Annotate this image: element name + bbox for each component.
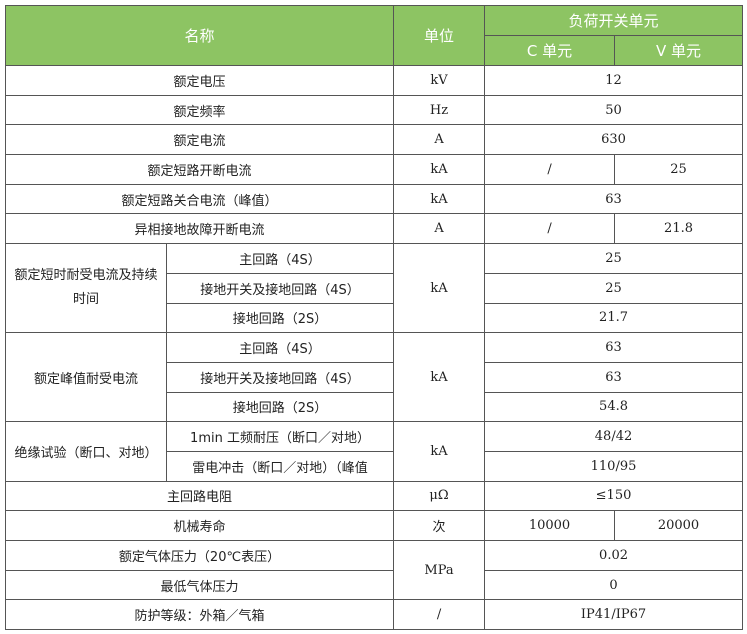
table-row: 额定气体压力（20℃表压） MPa 0.02: [4, 539, 744, 601]
row-value: 25: [484, 243, 744, 274]
sub-label: 主回路（4S）: [165, 332, 395, 363]
row-name: 机械寿命: [4, 510, 395, 541]
row-unit: kA: [393, 243, 486, 334]
row-value: 0: [484, 569, 744, 601]
row-unit: MPa: [393, 539, 486, 601]
table-row: 接地开关及接地回路（4S） 25: [6, 272, 744, 304]
row-value: 21.7: [484, 302, 744, 334]
table-row: 机械寿命次 10000 20000: [4, 510, 744, 541]
header-v-unit: V 单元: [614, 35, 744, 66]
row-unit: A: [393, 124, 486, 156]
table-row: 额定短路开断电流 kA/25: [4, 154, 744, 185]
group-name: 额定短时耐受电流及持续时间: [5, 243, 167, 334]
row-unit: kA: [393, 183, 486, 215]
row-unit: kA: [393, 421, 486, 482]
sub-label: 雷电冲击（断口／对地）（峰值: [165, 450, 395, 482]
header-name: 名称: [4, 5, 395, 66]
row-v-value: 20000: [614, 510, 744, 541]
row-name: 异相接地故障开断电流: [4, 213, 395, 245]
row-value: 12: [484, 65, 744, 96]
row-unit: kA: [393, 154, 486, 185]
sub-label: 接地开关及接地回路（4S）: [165, 272, 395, 304]
table-row: 接地回路（2S） 21.7: [6, 302, 744, 334]
table-row: 接地开关及接地回路（4S） 63: [6, 361, 744, 393]
table-row: 额定频率 Hz 50: [4, 94, 744, 126]
row-value: ≤150: [484, 480, 744, 512]
row-unit: kV: [393, 65, 486, 96]
row-name: 额定短路关合电流（峰值）: [4, 183, 395, 215]
sub-label: 接地开关及接地回路（4S）: [165, 361, 395, 393]
group-name: 额定峰值耐受电流: [5, 332, 167, 423]
row-v-value: 25: [614, 154, 744, 185]
group-name: 绝缘试验（断口、对地）: [5, 421, 167, 482]
header-c-unit: C 单元: [484, 35, 616, 66]
row-unit: 次: [393, 510, 486, 541]
row-value: 54.8: [484, 391, 744, 423]
table-row: 接地回路（2S） 54.8: [6, 391, 744, 423]
row-c-value: /: [484, 213, 616, 245]
header-subrow: C 单元 V 单元: [6, 35, 744, 66]
row-unit: Hz: [393, 94, 486, 126]
row-c-value: /: [484, 154, 616, 185]
sub-label: 1min 工频耐压（断口／对地）: [165, 421, 395, 452]
sub-label: 接地回路（2S）: [165, 302, 395, 334]
table-row: 额定电流 A 630: [4, 124, 744, 156]
row-name: 额定电流: [4, 124, 395, 156]
header-row: 名称 单位 负荷开关单元: [4, 5, 744, 66]
row-c-value: 10000: [484, 510, 616, 541]
table-row: 异相接地故障开断电流 A/21.8: [4, 213, 744, 245]
row-name: 额定气体压力（20℃表压）: [4, 540, 395, 571]
row-unit: /: [393, 599, 486, 631]
row-value: 630: [484, 124, 744, 156]
row-v-value: 21.8: [614, 213, 744, 245]
row-value: 25: [484, 272, 744, 304]
row-name: 额定频率: [4, 94, 395, 126]
sub-label: 接地回路（2S）: [165, 391, 395, 423]
header-group: 负荷开关单元: [484, 5, 744, 36]
table-row: 防护等级：外箱／气箱 / IP41/IP67: [4, 599, 744, 631]
row-value: 63: [484, 183, 744, 215]
row-value: 63: [484, 332, 744, 363]
row-value: 50: [484, 94, 744, 126]
row-name: 主回路电阻: [4, 480, 395, 512]
row-value: 0.02: [484, 540, 744, 571]
row-name: 额定电压: [4, 65, 395, 96]
row-value: 110/95: [484, 450, 744, 482]
table-row: 额定峰值耐受电流 主回路（4S） kA 63: [5, 332, 744, 423]
row-unit: A: [393, 213, 486, 245]
table-row: 额定电压 kV 12: [4, 65, 744, 96]
table-row: 主回路电阻 μΩ ≤150: [4, 480, 744, 512]
table-row: 额定短时耐受电流及持续时间 主回路（4S） kA 25: [5, 243, 744, 334]
spec-table: 名称 单位 负荷开关单元 C 单元 V 单元 额定电压 kV 12 额定频率 Hz 50…: [4, 5, 744, 631]
row-value: IP41/IP67: [484, 599, 744, 631]
table-row: 绝缘试验（断口、对地） 1min 工频耐压（断口／对地） kA 48/42: [5, 421, 744, 482]
row-value: 63: [484, 361, 744, 393]
table-row: 最低气体压力 0: [4, 569, 744, 601]
row-value: 48/42: [484, 421, 744, 452]
table-row: 额定短路关合电流（峰值） kA 63: [4, 183, 744, 215]
row-name: 防护等级：外箱／气箱: [4, 599, 395, 631]
sub-label: 主回路（4S）: [165, 243, 395, 274]
row-unit: kA: [393, 332, 486, 423]
header-unit: 单位: [393, 5, 486, 66]
row-unit: μΩ: [393, 480, 486, 512]
row-name: 最低气体压力: [4, 569, 395, 601]
row-name: 额定短路开断电流: [4, 154, 395, 185]
table-row: 雷电冲击（断口／对地）（峰值 110/95: [6, 450, 744, 482]
